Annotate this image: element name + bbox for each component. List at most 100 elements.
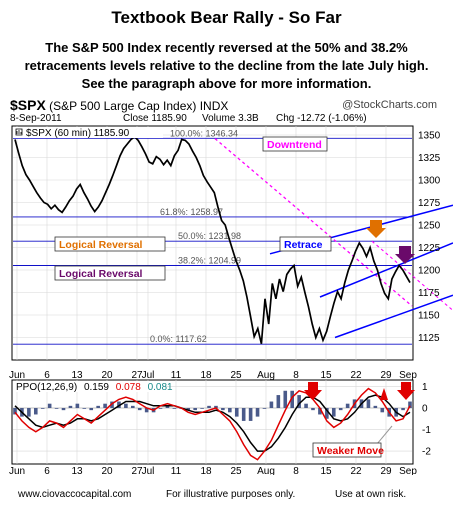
- downtrend-label: Downtrend: [267, 139, 322, 151]
- chart-symbol-row: $SPX (S&P 500 Large Cap Index) INDX: [10, 97, 228, 113]
- price-y-tick-label: 1350: [418, 131, 441, 142]
- ppo-histogram-bar: [304, 403, 308, 408]
- price-y-tick-label: 1325: [418, 153, 441, 164]
- ppo-histogram-bar: [75, 403, 80, 408]
- x-tick-label: 29: [380, 466, 392, 475]
- ppo-histogram-bar: [193, 408, 197, 411]
- ppo-histogram-bar: [137, 408, 142, 411]
- ppo-histogram-bar: [228, 408, 232, 413]
- ppo-histogram-bar: [290, 390, 294, 408]
- x-tick-label: 15: [320, 370, 332, 381]
- x-tick-label: 8: [293, 466, 299, 475]
- ppo-histogram-bar: [366, 399, 371, 408]
- ppo-histogram-bar: [110, 401, 114, 408]
- ppo-histogram-bar: [103, 403, 107, 408]
- ppo-legend-name: PPO(12,26,9): [16, 382, 77, 393]
- ppo-histogram-bar: [373, 405, 378, 408]
- downtrend-line: [214, 138, 413, 307]
- ppo-histogram-bar: [338, 408, 343, 411]
- ppo-histogram-bar: [47, 403, 52, 408]
- weaker-move-box: [312, 442, 382, 458]
- x-tick-label: 27: [131, 370, 143, 381]
- x-tick-label: 18: [200, 466, 212, 475]
- x-tick-label: 27: [131, 466, 143, 475]
- ppo-histogram-bar: [276, 395, 281, 408]
- ppo-histogram-bar: [262, 408, 267, 409]
- ppo-histogram-bar: [89, 408, 94, 411]
- ppo-chart: Jun 6 13 20 27 Jul 11 18 25 Aug 8 15 22 29 Sep Weaker …: [9, 370, 431, 475]
- x-tick-label: 18: [200, 370, 212, 381]
- ppo-histogram-bar: [172, 408, 177, 409]
- price-legend-box: [13, 127, 163, 138]
- ppo-histogram-bar: [214, 405, 218, 408]
- purple-arrow-icon: [395, 246, 415, 264]
- price-legend-label: $SPX (60 min) 1185.90: [26, 128, 130, 139]
- x-tick-label: 22: [350, 466, 362, 475]
- price-series-line: [14, 135, 411, 344]
- ppo-histogram-bar: [345, 403, 350, 408]
- channel-lower-line: [334, 294, 453, 339]
- x-tick-label: Jul: [142, 466, 155, 475]
- retrace-label: Retrace: [284, 239, 323, 251]
- subtitle-line-3: See the paragraph above for more informa…: [81, 76, 372, 91]
- ppo-histogram-bar: [269, 401, 274, 408]
- x-tick-label: Jun: [9, 466, 25, 475]
- x-tick-label: 20: [101, 370, 113, 381]
- price-y-tick-label: 1200: [418, 266, 441, 277]
- ppo-histogram-bar: [311, 408, 315, 411]
- price-chart: 100.0%: 1346.34 61.8%: 1258.97 50.0%: 1231…: [11, 125, 453, 361]
- x-tick-label: 8: [293, 370, 299, 381]
- ppo-legend-signal: 0.078: [116, 382, 141, 393]
- chart-change: Chg -12.72 (-1.06%): [276, 113, 367, 124]
- x-tick-label: 22: [350, 370, 362, 381]
- x-tick-label: 15: [320, 466, 332, 475]
- ppo-callouts: Weaker Move: [304, 382, 415, 458]
- price-x-tick-labels: Jun 6 13 20 27 Jul 11 18 25 Aug 8 15 22 29 Sep: [9, 370, 417, 381]
- ppo-histogram-bar: [96, 405, 100, 408]
- price-y-tick-labels: 1125 1150 1175 1200 1225 1250 1275 1300 1325 1350: [418, 131, 441, 345]
- ppo-legend-box: [13, 381, 163, 392]
- fib-level-label: 0.0%: 1117.62: [150, 334, 207, 344]
- chart-close: Close 1185.90: [123, 113, 187, 124]
- ppo-legend-value: 0.159: [84, 382, 109, 393]
- ppo-histogram-bar: [27, 408, 31, 417]
- chart-exchange: INDX: [199, 99, 229, 113]
- x-tick-label: 11: [171, 466, 182, 475]
- x-tick-label: Sep: [399, 466, 417, 475]
- x-tick-label: 20: [101, 466, 113, 475]
- ppo-y-tick-label: -1: [422, 425, 431, 436]
- logical-reversal-2-label: Logical Reversal: [59, 268, 143, 280]
- ppo-histogram-bar: [331, 408, 336, 417]
- ppo-histogram-bar: [54, 408, 59, 409]
- ppo-histogram-bar: [325, 408, 329, 419]
- ppo-histogram-bar: [408, 401, 412, 408]
- weaker-move-pointer: [376, 425, 393, 445]
- ppo-histogram-bar: [318, 408, 322, 415]
- fib-level-label: 50.0%: 1231.98: [178, 231, 241, 241]
- price-y-tick-label: 1250: [418, 221, 441, 232]
- footer-disclaimer-2: Use at own risk.: [335, 489, 407, 500]
- red-arrow-icon: [304, 382, 322, 400]
- x-tick-label: 6: [44, 466, 50, 475]
- ppo-y-tick-labels: 1 0 -1 -2: [422, 382, 431, 458]
- ppo-histogram-bar: [33, 408, 38, 415]
- ppo-histogram-bar: [13, 408, 17, 415]
- ppo-legend: PPO(12,26,9) 0.159 0.078 0.081: [16, 382, 173, 393]
- ppo-x-tick-labels: Jun 6 13 20 27 Jul 11 18 25 Aug 8 15 22 29 Sep: [9, 466, 417, 475]
- footer-website: www.ciovaccocapital.com: [18, 489, 132, 500]
- price-y-tick-label: 1125: [418, 333, 440, 344]
- ppo-histogram-bar: [144, 408, 149, 413]
- x-tick-label: 13: [71, 370, 83, 381]
- price-y-tick-label: 1175: [418, 288, 440, 299]
- stockcharts-logo: @StockCharts.com: [342, 99, 437, 111]
- ppo-histogram-bar: [297, 395, 301, 408]
- weaker-move-label: Weaker Move: [317, 445, 384, 457]
- ppo-histogram-bar: [234, 408, 239, 417]
- ppo-histogram-bar: [82, 408, 87, 409]
- ppo-main-line: [14, 387, 411, 461]
- fib-lines: 100.0%: 1346.34 61.8%: 1258.97 50.0%: 1231…: [13, 128, 412, 345]
- ppo-histogram-bar: [241, 408, 246, 421]
- ppo-y-tick-label: 0: [422, 404, 428, 415]
- fib-level-label: 100.0%: 1346.34: [170, 128, 238, 138]
- ppo-histogram-bar: [61, 408, 66, 411]
